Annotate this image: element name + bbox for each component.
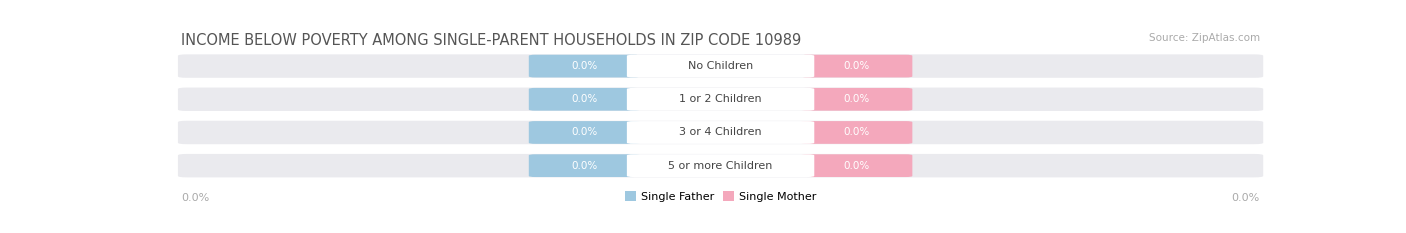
Text: 0.0%: 0.0% (571, 61, 598, 71)
Text: INCOME BELOW POVERTY AMONG SINGLE-PARENT HOUSEHOLDS IN ZIP CODE 10989: INCOME BELOW POVERTY AMONG SINGLE-PARENT… (181, 33, 801, 48)
FancyBboxPatch shape (627, 121, 814, 144)
FancyBboxPatch shape (179, 154, 1263, 177)
Text: Source: ZipAtlas.com: Source: ZipAtlas.com (1149, 33, 1260, 43)
FancyBboxPatch shape (801, 55, 912, 77)
Text: 0.0%: 0.0% (571, 94, 598, 104)
FancyBboxPatch shape (627, 55, 814, 77)
FancyBboxPatch shape (627, 88, 814, 111)
FancyBboxPatch shape (801, 88, 912, 111)
FancyBboxPatch shape (179, 54, 1263, 78)
Text: 0.0%: 0.0% (844, 94, 870, 104)
Text: 3 or 4 Children: 3 or 4 Children (679, 127, 762, 137)
FancyBboxPatch shape (179, 121, 1263, 144)
FancyBboxPatch shape (179, 88, 1263, 111)
Text: 0.0%: 0.0% (844, 61, 870, 71)
Text: 0.0%: 0.0% (844, 161, 870, 171)
FancyBboxPatch shape (801, 154, 912, 177)
FancyBboxPatch shape (529, 55, 640, 77)
Text: 0.0%: 0.0% (571, 127, 598, 137)
Text: No Children: No Children (688, 61, 754, 71)
Text: 0.0%: 0.0% (844, 127, 870, 137)
Text: 1 or 2 Children: 1 or 2 Children (679, 94, 762, 104)
Text: 0.0%: 0.0% (181, 193, 209, 203)
Text: 0.0%: 0.0% (571, 161, 598, 171)
FancyBboxPatch shape (529, 88, 640, 111)
FancyBboxPatch shape (529, 121, 640, 144)
FancyBboxPatch shape (627, 154, 814, 177)
FancyBboxPatch shape (529, 154, 640, 177)
Legend: Single Father, Single Mother: Single Father, Single Mother (626, 191, 815, 202)
Text: 0.0%: 0.0% (1232, 193, 1260, 203)
FancyBboxPatch shape (801, 121, 912, 144)
Text: 5 or more Children: 5 or more Children (668, 161, 773, 171)
